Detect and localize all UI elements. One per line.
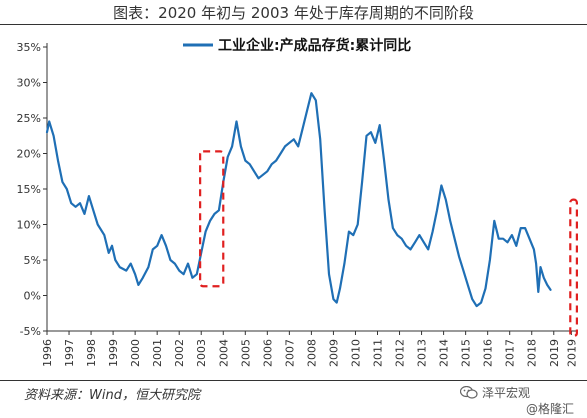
x-tick-label: 1998: [85, 339, 98, 367]
series-line: [45, 92, 552, 308]
x-tick-label: 1999: [107, 339, 120, 367]
x-tick-label: 2003: [195, 339, 208, 367]
x-tick-label: 2008: [305, 339, 318, 367]
watermark-name: 泽平宏观: [482, 386, 531, 400]
axis-layer: 35% 30% 25% 20% 15% 10% 5% 0% -5%1996 1997 1998 199…: [17, 41, 579, 367]
x-tick-label: 2018: [526, 339, 539, 367]
watermark: 泽平宏观 @格隆汇: [460, 384, 585, 416]
chart-title: 图表：2020 年初与 2003 年处于库存周期的不同阶段: [113, 4, 474, 22]
y-tick-label: 20%: [17, 148, 41, 161]
y-tick-label: 10%: [17, 219, 41, 232]
x-tick-label: 2019: [565, 339, 578, 367]
y-tick-label: 5%: [24, 254, 41, 267]
x-tick-label: 2019: [548, 339, 561, 367]
x-tick-label: 2006: [261, 339, 274, 367]
legend-layer: 工业企业:产成品存货:累计同比: [183, 37, 411, 54]
y-tick-label: 25%: [17, 112, 41, 125]
x-tick-label: 2017: [504, 339, 517, 367]
y-tick-label: -5%: [20, 325, 41, 338]
x-tick-label: 2005: [239, 339, 252, 367]
highlight-box: [569, 198, 578, 338]
y-tick-label: 30%: [17, 77, 41, 90]
x-tick-label: 2015: [460, 339, 473, 367]
y-tick-label: 15%: [17, 183, 41, 196]
source-note: 资料来源：Wind，恒大研究院: [24, 388, 200, 403]
x-tick-label: 2009: [327, 339, 340, 367]
wechat-icon: [460, 386, 478, 399]
x-tick-label: 2001: [151, 339, 164, 367]
watermark-handle: @格隆汇: [526, 402, 575, 416]
x-tick-label: 2016: [482, 339, 495, 367]
x-tick-label: 1996: [41, 339, 54, 367]
x-tick-label: 2011: [371, 339, 384, 367]
footer-divider: [0, 380, 587, 381]
title-divider: [0, 24, 587, 25]
highlight-box: [199, 150, 225, 288]
x-tick-label: 1997: [63, 339, 76, 367]
x-tick-label: 2000: [129, 339, 142, 367]
x-tick-label: 2014: [438, 339, 451, 367]
highlight-layer: [199, 150, 578, 338]
x-tick-label: 2007: [283, 339, 296, 367]
legend-label: 工业企业:产成品存货:累计同比: [218, 37, 411, 54]
y-tick-label: 0%: [24, 290, 41, 303]
y-tick-label: 35%: [17, 41, 41, 54]
x-tick-label: 2002: [173, 339, 186, 367]
x-tick-label: 2010: [349, 339, 362, 367]
series-layer: [45, 92, 552, 308]
x-tick-label: 2004: [217, 339, 230, 367]
x-tick-label: 2012: [394, 339, 407, 367]
x-tick-label: 2013: [416, 339, 429, 367]
